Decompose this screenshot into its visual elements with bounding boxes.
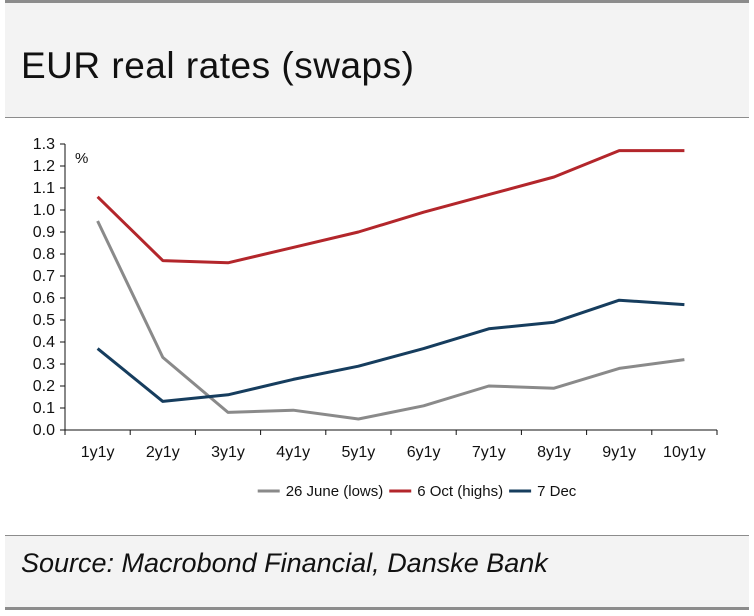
y-tick-label: 1.2 [33, 158, 55, 175]
series-line-1 [96, 220, 685, 421]
source-separator [5, 535, 749, 536]
title-separator [5, 117, 749, 118]
y-tick-label: 0.9 [33, 224, 55, 241]
x-tick-label: 6y1y [407, 444, 441, 461]
y-tick-label: 0.3 [33, 356, 55, 373]
y-tick-label: 0.6 [33, 290, 55, 307]
legend-label-3: 7 Dec [537, 483, 577, 500]
x-tick-label: 4y1y [276, 444, 310, 461]
x-tick-label: 5y1y [342, 444, 376, 461]
y-tick-label: 0.1 [33, 400, 55, 417]
legend-label-1: 26 June (lows) [286, 483, 384, 500]
y-tick-label: 0.0 [33, 422, 55, 439]
y-tick-label: 0.8 [33, 246, 55, 263]
x-tick-label: 2y1y [146, 444, 180, 461]
y-tick-label: 1.0 [33, 202, 55, 219]
y-tick-label: 1.1 [33, 180, 55, 197]
series-line-2 [96, 149, 685, 265]
x-tick-label: 10y1y [663, 444, 706, 461]
series-line-3 [96, 298, 685, 403]
plot-panel: 0.0 0.1 0.2 0.3 0.4 0.5 0.6 0.7 0.8 0.9 1.0 1.1 1.2 1… [5, 118, 749, 535]
chart-frame: EUR real rates (swaps) 0.0 0.1 0.2 0.3 0.4 0.… [5, 0, 749, 610]
y-tick-label: 0.4 [33, 334, 55, 351]
x-tick-label: 9y1y [602, 444, 636, 461]
legend-label-2: 6 Oct (highs) [417, 483, 503, 500]
y-tick-label: 1.3 [33, 136, 55, 153]
y-tick-label: 0.7 [33, 268, 55, 285]
source-note: Source: Macrobond Financial, Danske Bank [21, 548, 548, 578]
y-tick-label: 0.5 [33, 312, 55, 329]
y-unit-label: % [75, 150, 88, 167]
x-tick-label: 1y1y [81, 444, 115, 461]
x-tick-label: 7y1y [472, 444, 506, 461]
y-tick-label: 0.2 [33, 378, 55, 395]
line-chart: 0.0 0.1 0.2 0.3 0.4 0.5 0.6 0.7 0.8 0.9 1.0 1.1 1.2 1… [33, 136, 718, 500]
x-tick-label: 8y1y [537, 444, 571, 461]
chart-title: EUR real rates (swaps) [21, 45, 415, 86]
x-tick-label: 3y1y [211, 444, 245, 461]
